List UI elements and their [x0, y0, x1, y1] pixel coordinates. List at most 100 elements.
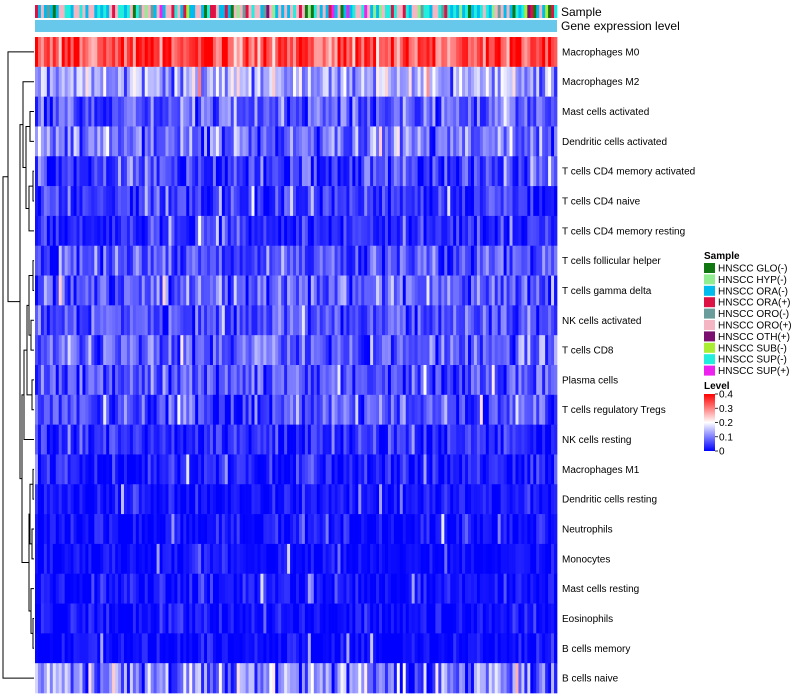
heatmap-cell [293, 633, 297, 664]
heatmap-cell [384, 543, 389, 575]
heatmap-cell [49, 275, 54, 306]
heatmap-cell [497, 335, 501, 366]
heatmap-cell [423, 603, 427, 634]
heatmap-cell [168, 186, 172, 217]
legend-level-ticks: 0.40.30.20.10 [715, 390, 733, 458]
heatmap-cell [441, 394, 445, 425]
heatmap-cell [301, 633, 306, 664]
heatmap-cell [227, 573, 232, 604]
heatmap-cell [260, 633, 264, 664]
heatmap-cell [435, 245, 439, 276]
heatmap-cell [218, 603, 223, 634]
heatmap-cell [423, 543, 427, 575]
heatmap-cell [70, 484, 74, 515]
heatmap-cell [328, 66, 332, 97]
sample-annotation-cell [340, 5, 344, 18]
heatmap-cell [450, 484, 454, 515]
heatmap-cell [488, 215, 493, 247]
heatmap-cell [40, 454, 45, 485]
sample-annotation-cell [322, 5, 327, 18]
heatmap-cell [284, 633, 288, 664]
heatmap-cell [186, 126, 190, 157]
heatmap-cell [512, 365, 516, 396]
heatmap-cell [459, 37, 463, 68]
heatmap-cell [328, 603, 332, 634]
heatmap-cell [269, 156, 273, 187]
heatmap-cell [106, 365, 110, 396]
heatmap-cell [453, 424, 457, 455]
heatmap-cell [310, 394, 315, 425]
heatmap-cell [162, 514, 166, 545]
sample-annotation-cell [542, 5, 546, 18]
heatmap-cell [52, 245, 57, 276]
heatmap-cell [227, 514, 232, 545]
heatmap-cell [438, 543, 442, 575]
heatmap-cell [281, 335, 285, 366]
heatmap-cell [126, 484, 131, 515]
heatmap-cell [260, 454, 264, 485]
heatmap-cell [70, 424, 74, 455]
heatmap-cell [251, 66, 255, 97]
heatmap-cell [500, 543, 504, 575]
heatmap-cell [248, 126, 252, 157]
heatmap-cell [358, 603, 362, 634]
heatmap-cell [79, 96, 83, 127]
heatmap-cell [355, 603, 359, 634]
heatmap-cell [159, 603, 163, 634]
heatmap-cell [376, 186, 380, 217]
heatmap-cell [46, 424, 51, 455]
heatmap-cell [180, 305, 184, 336]
heatmap-cell [331, 37, 335, 68]
heatmap-cell [512, 126, 516, 157]
heatmap-cell [473, 335, 478, 366]
heatmap-cell [215, 215, 220, 247]
sample-annotation-cell [144, 5, 149, 18]
heatmap-cell [177, 186, 181, 217]
heatmap-cell [257, 424, 261, 455]
heatmap-cell [367, 454, 371, 485]
heatmap-cell [284, 573, 288, 604]
heatmap-cell [304, 275, 309, 306]
heatmap-cell [355, 573, 359, 604]
heatmap-cell [408, 484, 413, 515]
heatmap-cell [266, 603, 270, 634]
heatmap-cell [284, 305, 288, 336]
heatmap-cell [82, 275, 86, 306]
heatmap-cell [393, 156, 398, 187]
heatmap-cell [260, 365, 264, 396]
heatmap-cell [135, 215, 140, 247]
heatmap-cell [70, 275, 74, 306]
sample-annotation-cell [135, 5, 140, 18]
heatmap-cell [432, 275, 436, 306]
heatmap-cell [242, 543, 246, 575]
heatmap-cell [293, 215, 297, 247]
heatmap-cell [536, 215, 540, 247]
heatmap-cell [438, 37, 442, 68]
heatmap-cell [491, 96, 496, 127]
heatmap-cell [150, 245, 154, 276]
heatmap-cell [141, 454, 146, 485]
heatmap-cell [304, 96, 309, 127]
heatmap-cell [417, 573, 421, 604]
heatmap-cell [382, 394, 386, 425]
heatmap-cell [132, 663, 137, 694]
heatmap-cell [414, 663, 418, 694]
heatmap-cell [85, 37, 89, 68]
heatmap-cell [334, 603, 338, 634]
heatmap-cell [393, 335, 398, 366]
heatmap-cell [218, 37, 223, 68]
heatmap-cell [491, 126, 496, 157]
heatmap-cell [488, 275, 493, 306]
heatmap-cell [293, 156, 297, 187]
heatmap-cell [304, 424, 309, 455]
heatmap-cell [103, 96, 107, 127]
heatmap-cell [349, 215, 353, 247]
dendrogram-branch [30, 319, 34, 351]
heatmap-cell [456, 514, 460, 545]
heatmap-cell [230, 394, 235, 425]
heatmap-cell [138, 126, 143, 157]
heatmap-cell [215, 335, 220, 366]
heatmap-cell [40, 126, 45, 157]
heatmap-cell [58, 37, 63, 68]
heatmap-cell [432, 663, 436, 694]
